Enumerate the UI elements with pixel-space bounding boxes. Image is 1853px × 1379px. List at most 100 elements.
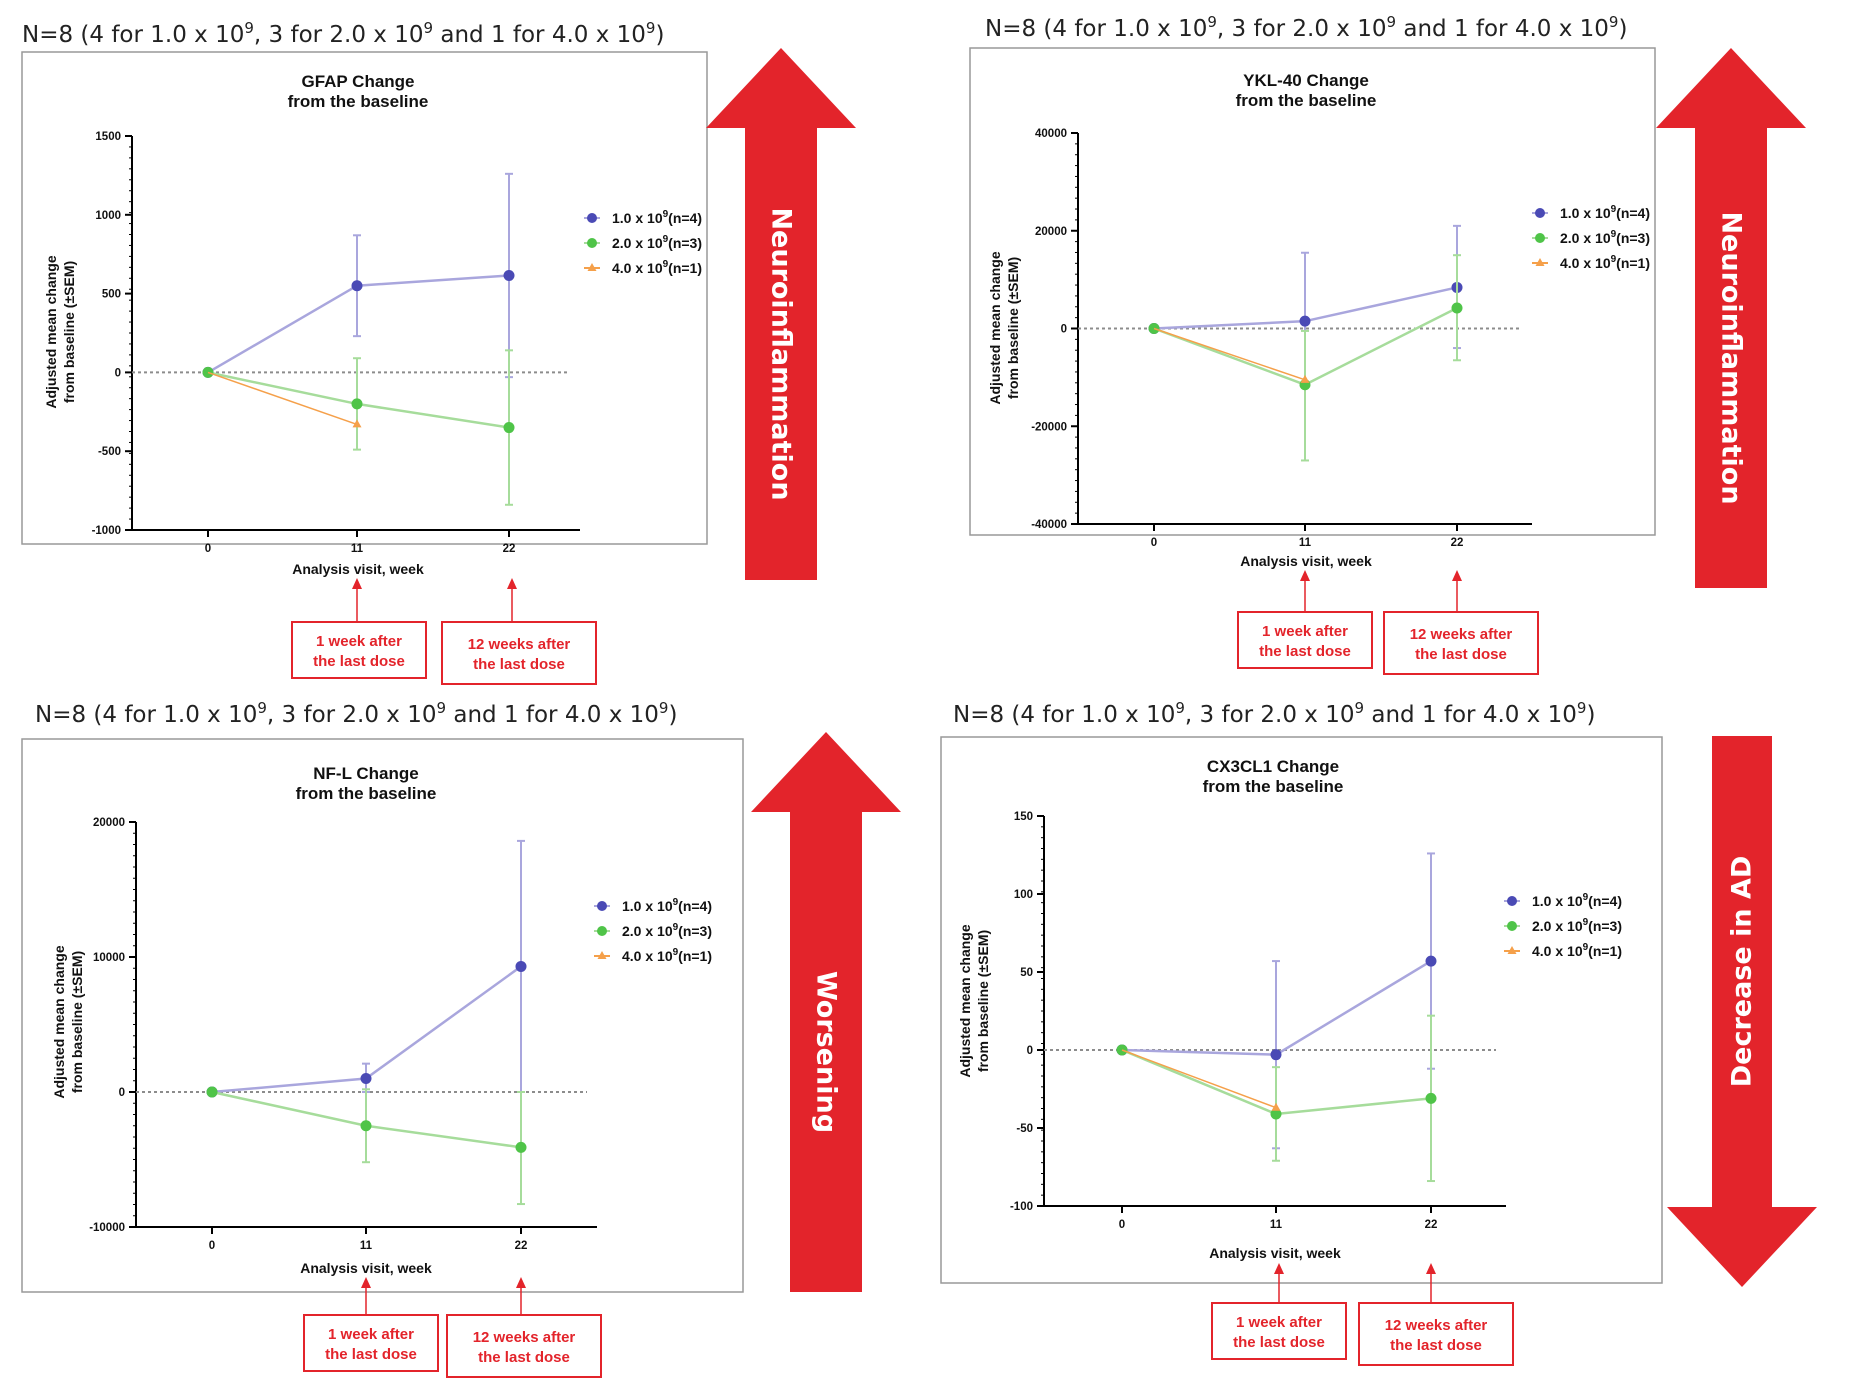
y-tick-label: 0 (119, 1087, 125, 1099)
annotation-week12: 12 weeks after the last dose (1358, 1263, 1514, 1366)
annotation-line1: 1 week after (1236, 1314, 1322, 1331)
annotation-line2: the last dose (325, 1346, 417, 1363)
legend-label: 2.0 x 109(n=3) (622, 922, 712, 939)
y-tick-label: -40000 (1031, 519, 1067, 531)
chart-title-line1: NF-L Change (313, 764, 418, 783)
x-axis-label: Analysis visit, week (1209, 1245, 1341, 1261)
chart-title-line1: GFAP Change (301, 72, 414, 91)
data-point (352, 419, 362, 428)
data-point (206, 1086, 218, 1098)
annotation-box (446, 1314, 602, 1378)
x-tick-label: 22 (515, 1240, 528, 1252)
annotation-arrow-head (1274, 1263, 1284, 1274)
data-point (1271, 1102, 1281, 1111)
x-axis-label: Analysis visit, week (292, 561, 424, 577)
annotation-line1: 12 weeks after (473, 1329, 576, 1346)
legend-label: 1.0 x 109(n=4) (622, 897, 712, 914)
x-tick-label: 11 (1299, 537, 1312, 549)
sample-size-header: N=8 (4 for 1.0 x 109, 3 for 2.0 x 109 an… (35, 699, 677, 728)
series-3 (1121, 1049, 1281, 1111)
direction-arrow-label: Neuroinflammation (1716, 211, 1747, 504)
annotation-line1: 1 week after (1262, 623, 1348, 640)
data-point (1451, 302, 1463, 314)
series-3 (1153, 327, 1310, 383)
direction-arrow-label: Worsening (811, 971, 842, 1133)
x-tick-label: 0 (1119, 1219, 1125, 1231)
x-axis-label: Analysis visit, week (1240, 553, 1372, 569)
x-tick-label: 11 (351, 543, 364, 555)
annotation-box (1383, 611, 1539, 675)
direction-arrow (1667, 736, 1817, 1287)
y-tick-label: 0 (115, 367, 121, 379)
direction-arrow-label: Decrease in AD (1727, 856, 1758, 1088)
legend-item-1: 1.0 x 109(n=4) (584, 209, 702, 226)
y-axis-label: Adjusted mean change from baseline (±SEM) (43, 255, 77, 408)
y-tick-label: -10000 (89, 1222, 125, 1234)
chart-title-line2: from the baseline (296, 784, 437, 803)
chart-panel-3: N=8 (4 for 1.0 x 109, 3 for 2.0 x 109 an… (21, 699, 901, 1378)
legend-marker (1507, 921, 1517, 931)
annotation-arrow-head (1300, 570, 1310, 581)
chart-frame (969, 47, 1656, 536)
x-axis-label: Analysis visit, week (300, 1260, 432, 1276)
legend-marker (587, 263, 597, 271)
y-tick-label: -1000 (92, 525, 121, 537)
chart-panel-4: N=8 (4 for 1.0 x 109, 3 for 2.0 x 109 an… (940, 699, 1817, 1366)
annotation-week1: 1 week after the last dose (1211, 1263, 1347, 1360)
y-tick-label: 0 (1061, 324, 1067, 336)
x-tick-label: 0 (209, 1240, 215, 1252)
annotation-box (1237, 611, 1373, 669)
annotation-line2: the last dose (1415, 646, 1507, 663)
data-point (1270, 1108, 1282, 1120)
annotation-arrow-head (516, 1277, 526, 1288)
legend-label: 4.0 x 109(n=1) (1532, 942, 1622, 959)
legend-label: 4.0 x 109(n=1) (1560, 254, 1650, 271)
y-axis-label: Adjusted mean change from baseline (±SEM) (987, 251, 1021, 404)
annotation-line2: the last dose (313, 653, 405, 670)
chart-title-line2: from the baseline (1203, 777, 1344, 796)
chart-title-line2: from the baseline (1236, 91, 1377, 110)
annotation-line2: the last dose (1390, 1337, 1482, 1354)
legend-item-1: 1.0 x 109(n=4) (594, 897, 712, 914)
series-3 (207, 371, 362, 428)
data-point (351, 398, 363, 410)
annotation-box (1358, 1302, 1514, 1366)
data-point (515, 1141, 527, 1153)
y-tick-label: 40000 (1035, 128, 1067, 140)
data-point (1425, 1092, 1437, 1104)
legend-marker (587, 238, 597, 248)
chart-frame (21, 51, 708, 545)
annotation-box (291, 621, 427, 679)
sample-size-header: N=8 (4 for 1.0 x 109, 3 for 2.0 x 109 an… (985, 13, 1627, 42)
y-tick-label: 1500 (95, 131, 121, 143)
legend-item-2: 2.0 x 109(n=3) (1504, 917, 1622, 934)
annotation-week12: 12 weeks after the last dose (441, 578, 597, 685)
series-line (207, 371, 358, 426)
annotation-arrow-head (352, 578, 362, 589)
legend-item-1: 1.0 x 109(n=4) (1504, 892, 1622, 909)
annotation-week12: 12 weeks after the last dose (446, 1277, 602, 1378)
annotation-line2: the last dose (1259, 643, 1351, 660)
annotation-line2: the last dose (1233, 1334, 1325, 1351)
chart-title-line1: YKL-40 Change (1243, 71, 1369, 90)
y-tick-label: 10000 (93, 952, 125, 964)
legend-marker (1535, 258, 1545, 266)
series-1 (1116, 852, 1437, 1150)
annotation-line1: 1 week after (316, 633, 402, 650)
chart-title-line1: CX3CL1 Change (1207, 757, 1339, 776)
data-point (503, 422, 515, 434)
y-tick-label: 0 (1027, 1045, 1033, 1057)
y-tick-label: 150 (1014, 811, 1033, 823)
legend-item-2: 2.0 x 109(n=3) (594, 922, 712, 939)
legend-item-3: 4.0 x 109(n=1) (1504, 942, 1622, 959)
y-tick-label: -50 (1016, 1123, 1033, 1135)
x-tick-label: 0 (1151, 537, 1157, 549)
x-tick-label: 22 (503, 543, 516, 555)
legend-marker (597, 926, 607, 936)
legend-label: 1.0 x 109(n=4) (612, 209, 702, 226)
y-axis-label: Adjusted mean change from baseline (±SEM) (51, 945, 85, 1098)
annotation-arrow-head (1452, 570, 1462, 581)
legend-label: 2.0 x 109(n=3) (612, 234, 702, 251)
annotation-line1: 12 weeks after (468, 636, 571, 653)
data-point (360, 1120, 372, 1132)
